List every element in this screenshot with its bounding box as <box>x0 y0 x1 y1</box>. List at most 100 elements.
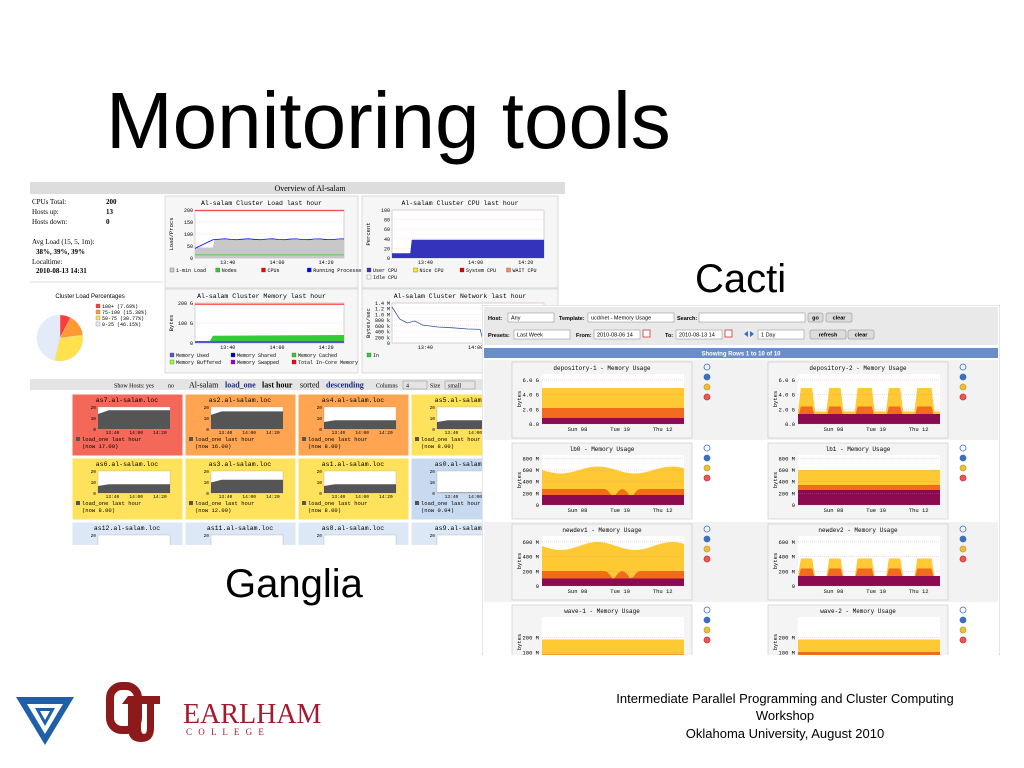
graph-title: depository-1 - Memory Usage <box>553 365 651 372</box>
y-tick-label: 20 <box>430 533 436 539</box>
host-plot-fill <box>324 420 396 429</box>
host-caption: load_one last hour <box>195 500 254 507</box>
legend-label: Memory Shared <box>237 353 276 359</box>
y-tick-label: 4.0 G <box>778 392 795 399</box>
y-tick-label: 10 <box>430 480 436 486</box>
filter-label: From: <box>576 333 592 339</box>
y-tick-label: 0 <box>93 491 96 497</box>
action-icon <box>703 444 711 452</box>
y-tick-label: 200 G <box>178 301 193 307</box>
x-tick-label: 13:40 <box>106 494 120 500</box>
host-plot-fill <box>324 484 396 493</box>
action-icon <box>703 525 711 533</box>
rows-info: Showing Rows 1 to 10 of 10 <box>701 352 781 358</box>
stat-label: CPUs Total: <box>32 198 66 206</box>
y-tick-label: 400 M <box>778 479 795 486</box>
action-icon <box>959 444 967 452</box>
x-tick-label: 13:40 <box>220 260 235 266</box>
x-tick-label: 14:00 <box>468 430 482 436</box>
y-tick-label: 10 <box>430 544 436 550</box>
sort-bar-text: no <box>168 384 174 390</box>
legend-label: 50-75 (30.77%) <box>102 316 144 322</box>
legend-label: Nice CPU <box>420 268 444 274</box>
y-tick-label: 800 k <box>375 318 390 324</box>
y-tick-label: 60 <box>384 227 390 233</box>
x-tick-label: 14:00 <box>355 494 369 500</box>
y-tick-label: 20 <box>317 469 323 475</box>
input-value: 2010-08-06 14 <box>597 333 633 339</box>
host-name: as8.al-salam.loc <box>322 525 385 532</box>
sort-bar-text: Columns <box>376 384 398 390</box>
plot-line <box>194 238 345 249</box>
action-icon <box>959 464 967 472</box>
action-icon <box>703 535 711 543</box>
y-tick-label: 0 <box>319 427 322 433</box>
graph-title: Al-salam Cluster Load last hour <box>201 200 322 207</box>
x-tick-label: Thu 12 <box>909 426 929 433</box>
legend-swatch <box>415 501 419 505</box>
x-tick-label: Sun 08 <box>824 507 844 514</box>
action-icon <box>959 393 967 401</box>
y-tick-label: 10 <box>317 480 323 486</box>
pie-title: Cluster Load Percentages <box>55 294 124 300</box>
footer: Intermediate Parallel Programming and Cl… <box>616 691 953 741</box>
y-axis-label: bytes <box>516 472 523 489</box>
action-icon <box>703 636 711 644</box>
sort-bar-text: Size <box>430 384 441 390</box>
y-axis-label: bytes <box>516 553 523 570</box>
filter-label: Host: <box>488 316 502 322</box>
y-tick-label: 6.0 G <box>778 377 795 384</box>
filter-label: To: <box>665 333 673 339</box>
y-tick-label: 0 <box>190 341 193 347</box>
college-logo-text: C O L L E G E <box>186 727 266 737</box>
host-name: as7.al-salam.loc <box>96 397 159 404</box>
legend-swatch <box>506 267 511 273</box>
y-tick-label: 20 <box>91 533 97 539</box>
y-axis-label: bytes <box>772 391 779 408</box>
y-tick-label: 20 <box>317 533 323 539</box>
input-box <box>757 329 805 340</box>
y-tick-label: 20 <box>204 405 210 411</box>
graph-title: Al-salam Cluster CPU last hour <box>401 200 518 207</box>
area-layer <box>542 418 684 424</box>
graph-title: depository-2 - Memory Usage <box>809 365 907 372</box>
x-tick-label: Tue 10 <box>866 507 886 514</box>
host-now: (now 8.00) <box>308 443 341 450</box>
graph-title: newdev1 - Memory Usage <box>562 527 642 534</box>
y-tick-label: 20 <box>430 469 436 475</box>
button-label: clear <box>833 316 847 322</box>
x-tick-label: Sun 08 <box>568 507 588 514</box>
y-tick-label: 600 M <box>778 467 795 474</box>
y-tick-label: 20 <box>204 533 210 539</box>
input-value: 1 Day <box>761 333 776 339</box>
legend-swatch <box>95 309 101 315</box>
y-tick-label: 10 <box>204 416 210 422</box>
y-tick-label: 10 <box>430 416 436 422</box>
x-tick-label: 13:40 <box>220 345 235 351</box>
legend-swatch <box>291 352 297 358</box>
x-tick-label: 13:40 <box>219 494 233 500</box>
y-tick-label: 200 M <box>522 490 539 497</box>
host-plot <box>436 534 510 545</box>
legend-swatch <box>95 321 101 327</box>
area-layer <box>542 654 684 655</box>
legend-label: Nodes <box>222 268 237 274</box>
graph-title: lb0 - Memory Usage <box>570 446 635 453</box>
y-tick-label: 600 k <box>375 324 390 330</box>
y-tick-label: 600 M <box>522 539 539 546</box>
y-tick-label: 20 <box>384 246 390 252</box>
y-tick-label: 20 <box>91 469 97 475</box>
x-tick-label: Sun 08 <box>824 426 844 433</box>
button-label: go <box>812 316 819 322</box>
area-layer <box>542 639 684 655</box>
y-axis-label: bytes <box>772 634 779 651</box>
host-caption: load_one last hour <box>421 500 480 507</box>
legend-swatch <box>230 359 236 365</box>
legend-swatch <box>169 352 175 358</box>
legend-label: System CPU <box>466 268 496 274</box>
action-icon <box>959 383 967 391</box>
legend-label: Memory Swapped <box>237 360 279 366</box>
y-tick-label: 400 k <box>375 330 390 336</box>
input-box <box>698 312 806 323</box>
host-now: (now 8.00) <box>308 507 341 514</box>
